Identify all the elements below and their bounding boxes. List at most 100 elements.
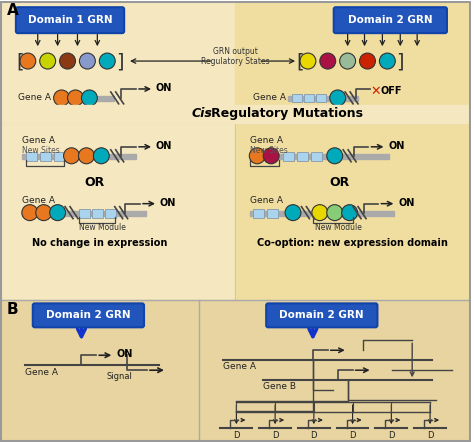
Circle shape (40, 53, 55, 69)
Circle shape (80, 53, 95, 69)
Text: ON: ON (388, 141, 405, 151)
Text: ON: ON (156, 83, 173, 93)
Text: GRN output: GRN output (213, 46, 258, 56)
Bar (297, 152, 308, 161)
Bar (292, 94, 302, 102)
Text: New Module: New Module (315, 223, 362, 232)
FancyBboxPatch shape (266, 303, 377, 328)
Text: Gene A: Gene A (22, 136, 55, 145)
Text: Gene A: Gene A (250, 196, 283, 205)
FancyBboxPatch shape (33, 303, 144, 328)
Circle shape (60, 53, 75, 69)
Bar (236, 1, 471, 301)
Text: Co-option: new expression domain: Co-option: new expression domain (257, 237, 448, 248)
Text: ]: ] (396, 53, 404, 72)
Circle shape (300, 53, 316, 69)
Text: ]: ] (116, 53, 124, 72)
Bar (316, 94, 326, 102)
Text: D: D (427, 431, 433, 440)
Text: Gene A: Gene A (25, 368, 58, 377)
Text: OR: OR (329, 176, 350, 189)
Circle shape (249, 148, 265, 164)
Text: Regulatory States: Regulatory States (201, 57, 270, 65)
Circle shape (64, 148, 80, 164)
Circle shape (263, 148, 279, 164)
Text: OR: OR (84, 176, 104, 189)
Circle shape (285, 205, 301, 221)
Text: OFF: OFF (381, 86, 402, 96)
Bar (54, 152, 64, 161)
Bar (253, 209, 264, 217)
Text: D: D (272, 431, 278, 440)
Circle shape (360, 53, 375, 69)
Text: D: D (388, 431, 394, 440)
Bar (250, 211, 394, 216)
Text: New Sites: New Sites (22, 146, 60, 155)
Circle shape (67, 90, 83, 106)
Bar (92, 209, 103, 217)
Text: Domain 2 GRN: Domain 2 GRN (46, 310, 131, 320)
Circle shape (312, 205, 328, 221)
Text: Cis: Cis (191, 107, 212, 120)
Circle shape (93, 148, 109, 164)
Bar (80, 209, 91, 217)
Text: ON: ON (160, 198, 176, 208)
Text: [: [ (296, 53, 303, 72)
Text: D: D (349, 431, 356, 440)
Circle shape (36, 205, 52, 221)
Text: Gene A: Gene A (22, 196, 55, 205)
Text: D: D (310, 431, 317, 440)
FancyBboxPatch shape (334, 7, 447, 33)
Text: ✕: ✕ (371, 84, 381, 98)
Circle shape (100, 53, 115, 69)
Text: B: B (7, 302, 18, 317)
Bar (55, 96, 114, 101)
Text: New Sites: New Sites (250, 146, 288, 155)
Circle shape (320, 53, 336, 69)
Text: Signal: Signal (106, 372, 132, 381)
Circle shape (330, 90, 346, 106)
Text: -Regulatory Mutations: -Regulatory Mutations (206, 107, 363, 120)
Text: A: A (7, 3, 18, 18)
Text: Domain 1 GRN: Domain 1 GRN (27, 15, 112, 25)
Text: Gene A: Gene A (223, 362, 256, 371)
Text: ON: ON (116, 349, 133, 359)
Bar (22, 154, 136, 159)
Bar (304, 94, 314, 102)
Bar (22, 211, 146, 216)
Text: ON: ON (156, 141, 173, 151)
Text: ON: ON (398, 198, 415, 208)
Text: No change in expression: No change in expression (32, 237, 167, 248)
FancyBboxPatch shape (16, 7, 124, 33)
Circle shape (327, 205, 343, 221)
Text: Domain 2 GRN: Domain 2 GRN (348, 15, 433, 25)
Bar (250, 154, 389, 159)
Circle shape (54, 90, 70, 106)
Bar (0, 1, 471, 301)
Text: Domain 2 GRN: Domain 2 GRN (280, 310, 364, 320)
Bar (311, 152, 322, 161)
Circle shape (327, 148, 343, 164)
Circle shape (20, 53, 36, 69)
Circle shape (342, 205, 357, 221)
Text: Gene A: Gene A (253, 93, 286, 103)
Text: Gene A: Gene A (250, 136, 283, 145)
Circle shape (79, 148, 94, 164)
Circle shape (379, 53, 395, 69)
Bar (283, 152, 294, 161)
Circle shape (22, 205, 38, 221)
Bar (267, 209, 278, 217)
Bar (288, 96, 357, 101)
Bar (0, 301, 471, 442)
Circle shape (50, 205, 65, 221)
Text: Gene B: Gene B (263, 382, 296, 391)
Bar (105, 209, 116, 217)
Circle shape (340, 53, 356, 69)
Text: Gene A: Gene A (18, 93, 51, 103)
Bar (40, 152, 51, 161)
Circle shape (82, 90, 97, 106)
Bar (0, 105, 471, 123)
Text: D: D (233, 431, 240, 440)
Text: New Module: New Module (80, 223, 127, 232)
Bar (26, 152, 37, 161)
